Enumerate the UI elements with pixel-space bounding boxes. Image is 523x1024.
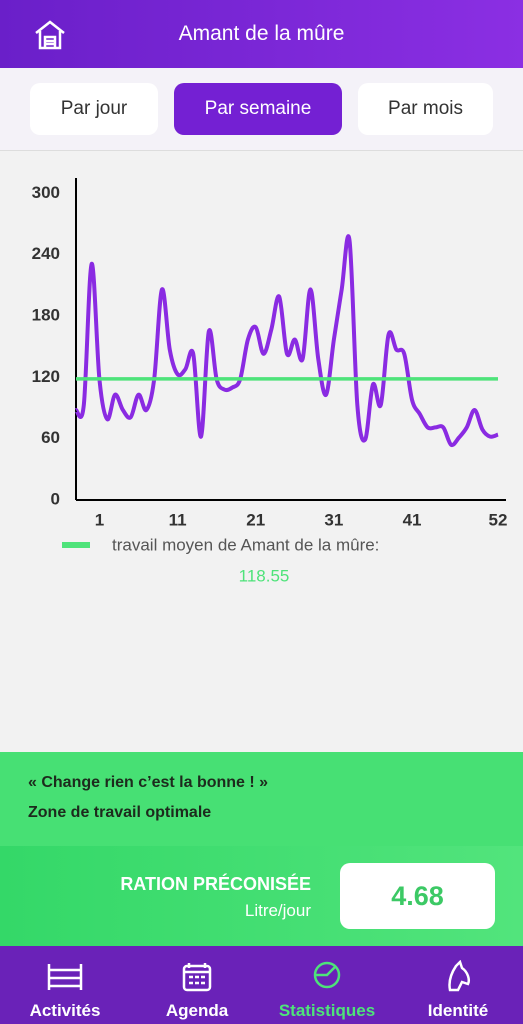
message-panel: « Change rien c’est la bonne ! » Zone de…: [0, 752, 523, 846]
nav-item[interactable]: Agenda: [132, 960, 262, 1021]
nav-label: Statistiques: [278, 1001, 376, 1020]
y-tick-label: 120: [32, 367, 60, 386]
tab[interactable]: Par jour: [30, 83, 158, 135]
y-tick-label: 60: [41, 428, 60, 447]
nav-icon: [448, 959, 470, 992]
nav-label: Identité: [427, 1001, 489, 1020]
ration-panel: RATION PRÉCONISÉE Litre/jour 4.68: [0, 846, 523, 946]
nav-item[interactable]: Activités: [0, 960, 130, 1021]
message-zone: Zone de travail optimale: [28, 804, 212, 821]
nav-item[interactable]: Identité: [393, 959, 523, 1021]
header: Amant de la mûre: [0, 0, 523, 68]
y-tick-label: 0: [51, 489, 60, 508]
tab[interactable]: Par semaine: [174, 83, 342, 135]
period-tabs: Par jour Par semaine Par mois: [0, 68, 523, 151]
data-line: [74, 234, 499, 448]
bottom-nav: Activités Agenda Statistiques Identité: [0, 946, 523, 1024]
legend-label: travail moyen de Amant de la mûre:: [112, 535, 379, 554]
ration-label: RATION PRÉCONISÉE: [120, 874, 311, 894]
header-title: Amant de la mûre: [178, 22, 345, 45]
x-tick-label: 52: [489, 510, 508, 529]
ration-unit: Litre/jour: [244, 901, 311, 920]
nav-icon: [313, 961, 341, 989]
nav-icon: [47, 964, 83, 990]
ration-value: 4.68: [340, 863, 495, 929]
nav-label: Activités: [29, 1001, 101, 1020]
y-tick-label: 180: [32, 305, 60, 324]
x-tick-label: 21: [246, 510, 265, 529]
home-icon[interactable]: [34, 20, 66, 50]
x-tick-label: 11: [169, 510, 187, 529]
x-tick-label: 31: [324, 510, 343, 529]
y-tick-label: 300: [32, 183, 60, 202]
nav-item[interactable]: Statistiques: [262, 960, 392, 1021]
nav-icon: [182, 963, 212, 992]
message-quote: « Change rien c’est la bonne ! »: [28, 774, 269, 791]
average-value: 118.55: [239, 566, 290, 585]
y-tick-label: 240: [32, 244, 60, 263]
x-tick-label: 1: [95, 510, 104, 529]
nav-label: Agenda: [165, 1001, 229, 1020]
tab[interactable]: Par mois: [358, 83, 493, 135]
x-tick-label: 41: [403, 510, 422, 529]
